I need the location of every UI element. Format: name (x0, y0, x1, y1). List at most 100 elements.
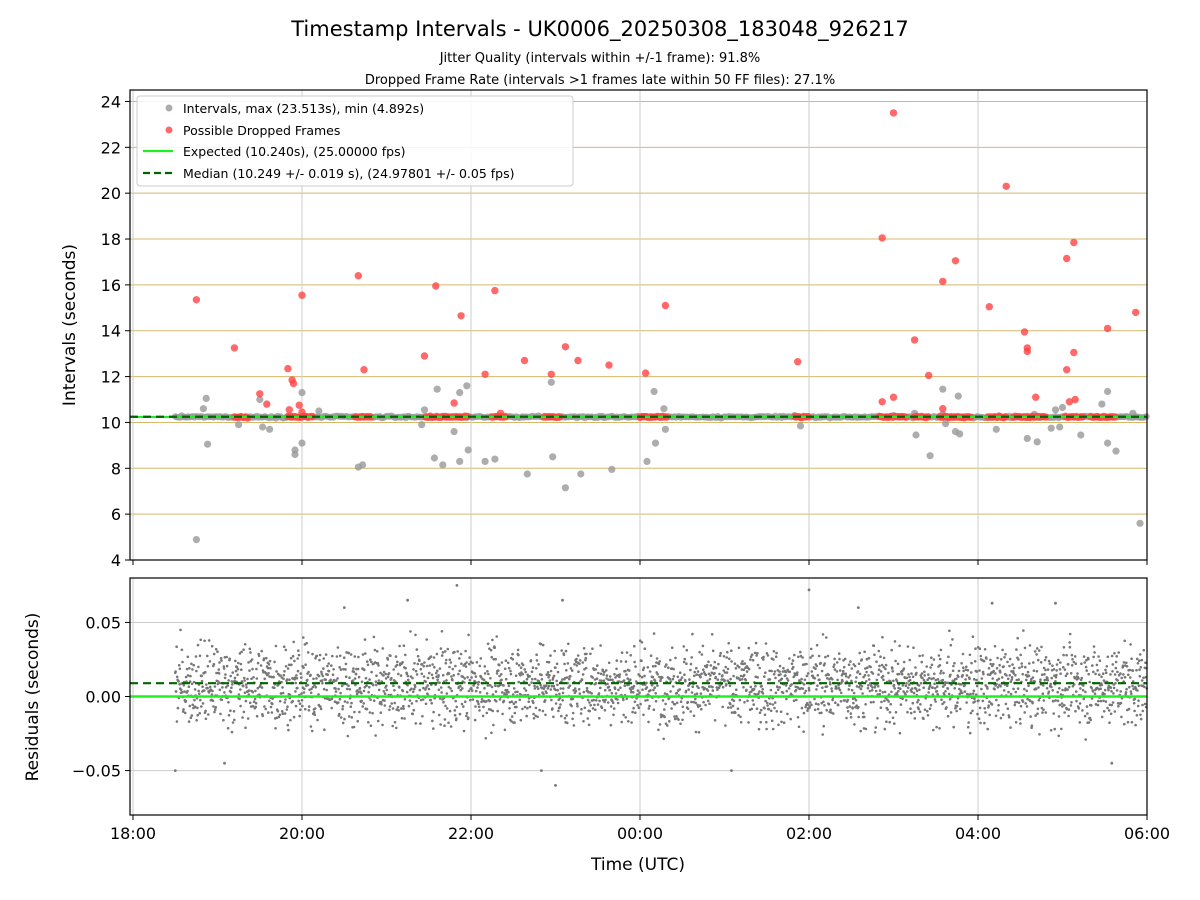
residual-point (231, 683, 234, 686)
residual-point (1026, 670, 1030, 674)
residual-point (344, 675, 348, 678)
residual-point (1100, 683, 1104, 687)
residual-point (620, 720, 623, 724)
residual-point (376, 719, 380, 723)
residual-point (829, 682, 832, 686)
residual-point (830, 689, 834, 693)
residual-point (283, 670, 286, 673)
residual-point (707, 660, 710, 664)
residual-point (374, 680, 378, 683)
residual-point (408, 699, 412, 702)
residual-point (894, 711, 898, 714)
residual-point (296, 686, 299, 690)
residual-point (416, 662, 420, 666)
dropped-frame-point (230, 344, 239, 352)
residual-point (785, 689, 788, 693)
residual-point (865, 670, 868, 674)
residual-point (504, 659, 508, 662)
residual-point (815, 688, 818, 691)
residual-point (1030, 726, 1033, 729)
residual-point (379, 700, 383, 704)
residual-point (269, 705, 273, 709)
residual-point (1003, 656, 1006, 659)
residual-point (456, 650, 460, 653)
residual-point (339, 716, 343, 719)
interval-point (202, 394, 210, 402)
residual-point (1085, 669, 1088, 672)
residual-point (278, 713, 282, 717)
residual-point (1036, 658, 1040, 662)
residual-point (1042, 699, 1046, 702)
residual-point (342, 667, 345, 671)
interval-point (418, 421, 426, 429)
residual-point (448, 658, 452, 661)
residual-point (905, 690, 909, 693)
residual-point (683, 673, 686, 676)
interval-point (298, 389, 306, 397)
residual-point (917, 698, 920, 702)
residual-point (716, 688, 719, 691)
residual-point (1130, 692, 1133, 696)
residual-point (194, 655, 198, 658)
residual-point (420, 662, 424, 666)
residual-point (810, 703, 813, 707)
residual-point (837, 652, 841, 655)
residual-point (700, 707, 703, 711)
residual-point (561, 691, 565, 695)
residual-point (962, 669, 965, 673)
residual-point (622, 698, 625, 702)
residual-point (902, 690, 905, 693)
residual-point (648, 670, 652, 673)
residual-point (478, 691, 482, 694)
residual-point (642, 713, 645, 717)
residual-point (273, 660, 276, 664)
residual-point (622, 679, 626, 682)
residual-point (983, 648, 987, 651)
interval-point (433, 385, 441, 393)
residual-point (398, 686, 401, 689)
residual-point (469, 698, 472, 702)
residual-point (223, 691, 226, 694)
residual-point (1019, 653, 1022, 657)
residual-point (649, 654, 653, 657)
residual-point (222, 667, 226, 670)
residual-point (368, 711, 372, 714)
residual-point (200, 679, 204, 683)
residual-point (477, 680, 481, 684)
residual-point (286, 705, 289, 708)
residual-point (554, 784, 557, 787)
intervals-y-tick-label: 4 (111, 551, 121, 570)
residual-point (577, 670, 580, 673)
residual-point (1082, 655, 1086, 658)
residual-point (934, 678, 938, 682)
interval-point (954, 392, 962, 400)
residual-point (943, 683, 947, 687)
residual-point (1060, 727, 1063, 731)
residual-point (922, 686, 925, 689)
residual-point (341, 704, 345, 708)
residual-point (588, 701, 591, 704)
residual-point (315, 677, 318, 680)
residual-point (864, 703, 867, 706)
residual-point (1102, 710, 1106, 713)
residual-point (795, 673, 799, 677)
residual-point (286, 723, 290, 727)
dropped-frame-point (491, 286, 499, 295)
dropped-frame-point (1020, 328, 1029, 336)
residual-point (959, 689, 963, 692)
residual-point (486, 670, 489, 673)
residual-point (892, 679, 895, 683)
residual-point (386, 675, 390, 679)
residual-point (535, 659, 539, 662)
residual-point (272, 675, 275, 679)
residual-point (1127, 673, 1130, 677)
residual-point (467, 716, 470, 719)
residual-point (436, 678, 439, 681)
residual-point (883, 690, 887, 694)
residual-point (195, 669, 198, 673)
residual-point (476, 700, 480, 703)
residual-point (384, 677, 388, 680)
residual-point (875, 660, 878, 663)
residual-point (517, 664, 521, 667)
residual-point (551, 707, 554, 710)
